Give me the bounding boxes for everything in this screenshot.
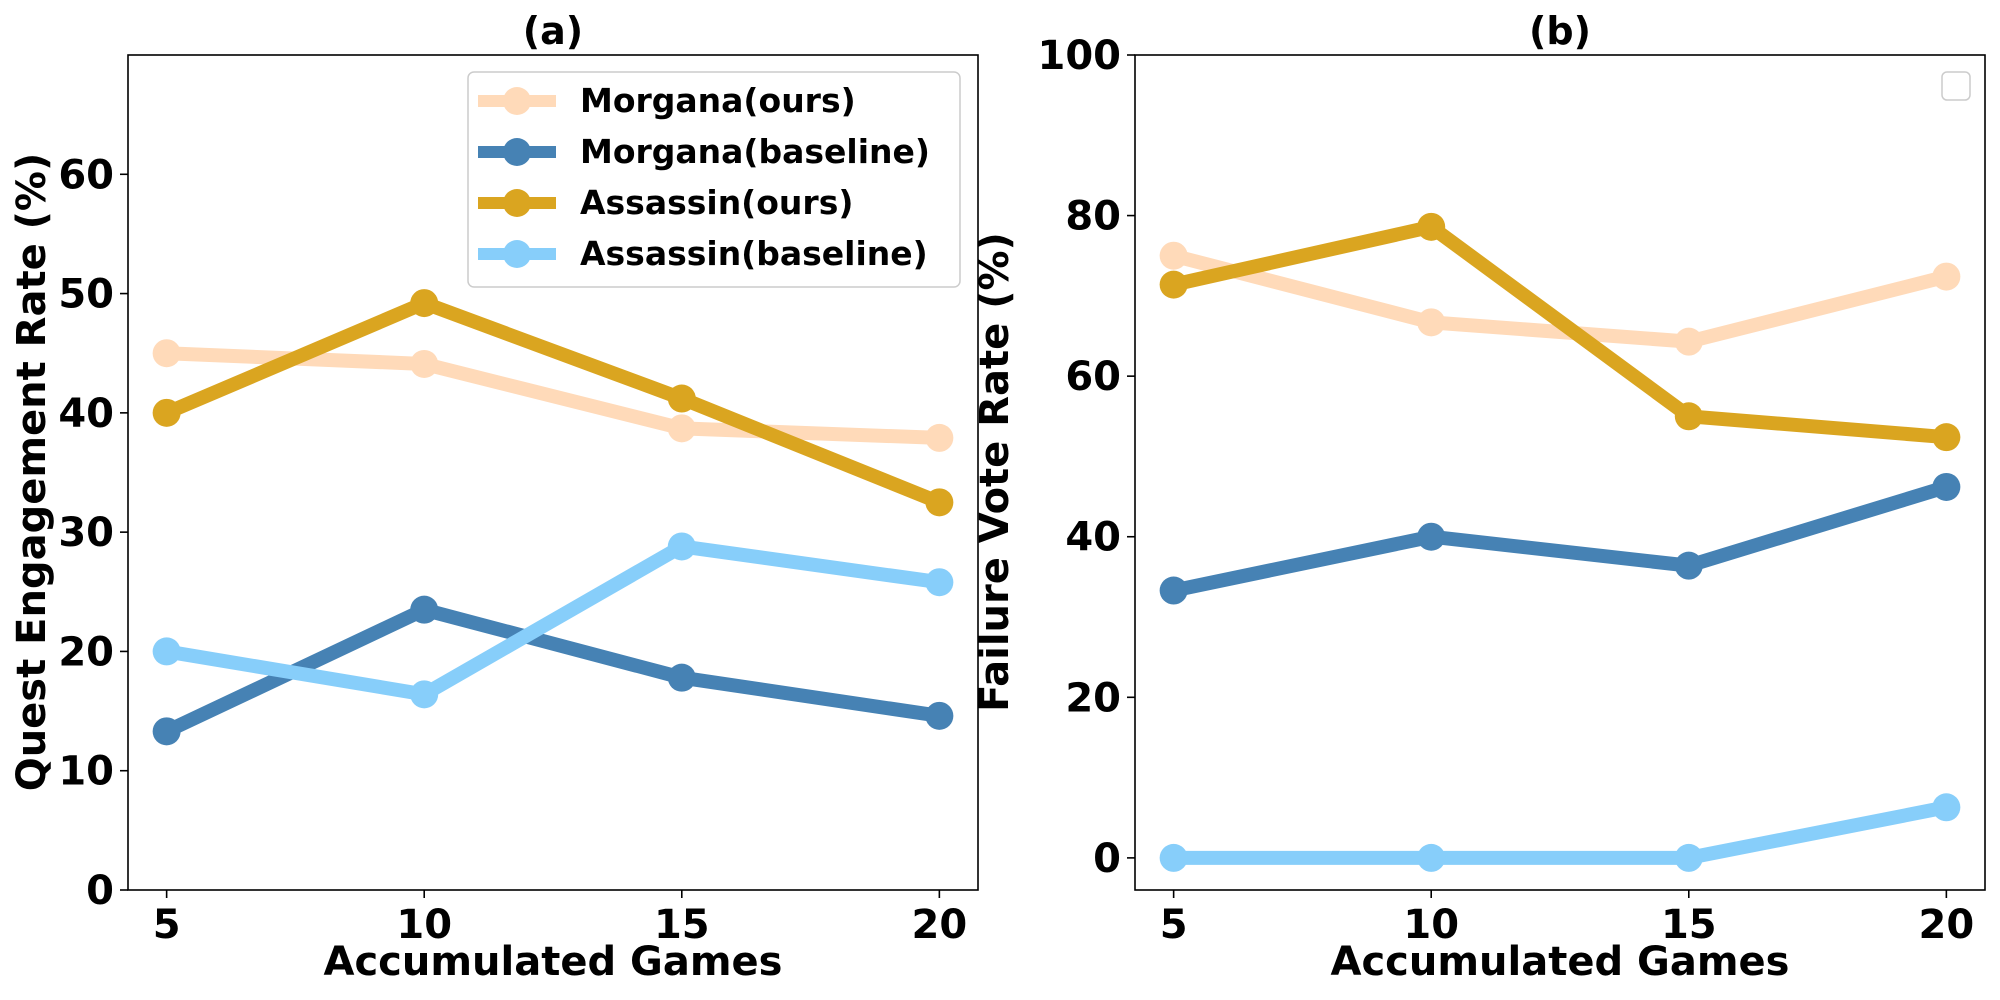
data-point-morgana-ours [152, 339, 181, 368]
x-tick-label: 5 [153, 902, 181, 948]
series-line-assassin-ours [163, 296, 942, 509]
data-point-morgana-baseline [152, 717, 181, 746]
data-point-morgana-ours [925, 423, 954, 452]
y-axis-label-b: Failure Vote Rate (%) [972, 232, 1018, 712]
data-point-morgana-baseline [667, 663, 696, 692]
y-tick-label: 80 [1065, 194, 1121, 240]
data-point-assassin-ours [925, 488, 954, 517]
data-point-assassin-ours [1159, 270, 1188, 299]
data-point-assassin-baseline [410, 680, 439, 709]
x-tick-label: 10 [396, 902, 452, 948]
legend-marker-morgana-ours [503, 87, 531, 115]
x-tick-label: 20 [1919, 902, 1975, 948]
data-point-assassin-baseline [1932, 793, 1961, 822]
x-tick-label: 5 [1160, 902, 1188, 948]
y-tick-label: 30 [58, 510, 114, 556]
chart-panel-a: (a) 0 10 20 30 40 50 60 5 10 15 20 Accumulated Ga… [9, 9, 979, 985]
chart-title-a: (a) [523, 9, 583, 53]
legend-entry: Assassin(ours) [478, 183, 853, 222]
data-point-morgana-ours [1417, 308, 1446, 337]
legend-marker-morgana-baseline [503, 138, 531, 166]
x-tick-label: 20 [912, 902, 968, 948]
data-point-assassin-ours [1932, 423, 1961, 452]
data-point-assassin-baseline [1674, 843, 1703, 872]
x-tick-label: 15 [654, 902, 710, 948]
data-point-morgana-ours [410, 349, 439, 378]
data-point-assassin-baseline [1159, 843, 1188, 872]
y-tick-label: 20 [1065, 675, 1121, 721]
data-point-assassin-ours [1674, 402, 1703, 431]
chart-panel-b: (b) 0 20 40 60 80 100 5 10 15 20 Accumulated Gam… [972, 9, 1986, 985]
data-point-assassin-ours [667, 384, 696, 413]
chart-title-b: (b) [1529, 9, 1591, 53]
x-tick-label: 10 [1403, 902, 1459, 948]
data-point-morgana-baseline [1417, 522, 1446, 551]
legend-label-morgana-ours: Morgana(ours) [580, 81, 856, 120]
data-point-morgana-ours [1674, 327, 1703, 356]
series-line-assassin-baseline [1173, 800, 1948, 865]
y-tick-label: 50 [58, 272, 114, 318]
legend-label-assassin-baseline: Assassin(baseline) [580, 234, 928, 273]
data-point-morgana-ours [1159, 241, 1188, 270]
y-tick-label: 40 [1065, 515, 1121, 561]
data-point-assassin-baseline [1417, 843, 1446, 872]
data-point-morgana-ours [1932, 262, 1961, 291]
y-tick-label: 0 [86, 868, 114, 914]
data-point-morgana-baseline [410, 595, 439, 624]
y-axis-label-a: Quest Engagement Rate (%) [9, 153, 55, 792]
y-axis-b: 0 20 40 60 80 100 [1038, 33, 1135, 882]
data-point-assassin-baseline [667, 532, 696, 561]
y-tick-label: 100 [1038, 33, 1122, 79]
legend-label-morgana-baseline: Morgana(baseline) [580, 132, 930, 171]
y-tick-label: 20 [58, 629, 114, 675]
series-layer-a [152, 289, 954, 746]
legend-entry: Morgana(baseline) [478, 132, 930, 171]
y-tick-label: 60 [1065, 354, 1121, 400]
y-tick-label: 10 [58, 749, 114, 795]
data-point-morgana-ours [667, 414, 696, 443]
legend-a: Morgana(ours) Morgana(baseline) Assassin… [467, 71, 961, 288]
series-layer-b [1159, 212, 1961, 872]
x-axis-a: 5 10 15 20 [153, 890, 967, 948]
x-axis-label-a: Accumulated Games [324, 939, 783, 985]
legend-label-assassin-ours: Assassin(ours) [580, 183, 853, 222]
legend-marker-assassin-ours [503, 189, 531, 217]
series-line-assassin-baseline [165, 539, 941, 702]
legend-entry: Morgana(ours) [478, 81, 856, 120]
data-point-morgana-baseline [1159, 576, 1188, 605]
series-line-morgana-ours [1171, 248, 1949, 349]
data-point-morgana-baseline [925, 701, 954, 730]
data-point-morgana-baseline [1932, 472, 1961, 501]
y-tick-label: 0 [1093, 836, 1121, 882]
data-point-assassin-ours [1417, 212, 1446, 241]
data-point-assassin-baseline [925, 568, 954, 597]
x-axis-b: 5 10 15 20 [1160, 890, 1974, 948]
series-line-assassin-ours [1172, 219, 1947, 445]
series-line-morgana-baseline [1172, 480, 1949, 598]
data-point-morgana-baseline [1674, 551, 1703, 580]
data-point-assassin-baseline [152, 637, 181, 666]
y-tick-label: 60 [58, 152, 114, 198]
x-axis-label-b: Accumulated Games [1331, 939, 1790, 985]
legend-marker-assassin-baseline [503, 240, 531, 268]
plot-frame-b [1134, 54, 1986, 891]
plot-frame-a [127, 54, 979, 891]
data-point-assassin-ours [152, 398, 181, 427]
y-tick-label: 40 [58, 391, 114, 437]
x-tick-label: 15 [1661, 902, 1717, 948]
y-axis-a: 0 10 20 30 40 50 60 [58, 152, 128, 914]
legend-b-empty [1941, 71, 1971, 101]
data-point-assassin-ours [410, 289, 439, 318]
legend-box-a [467, 71, 961, 288]
legend-entry: Assassin(baseline) [478, 234, 928, 273]
